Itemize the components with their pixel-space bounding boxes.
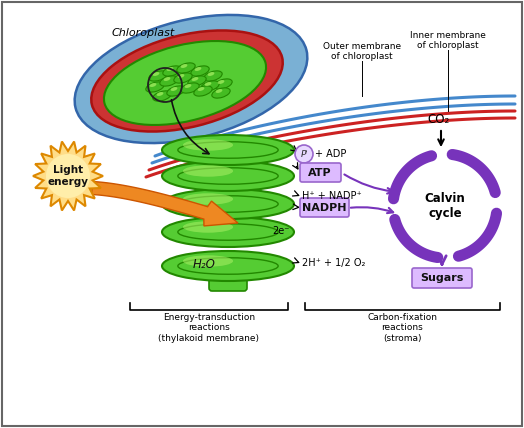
Text: Outer membrane
of chloroplast: Outer membrane of chloroplast (323, 42, 401, 61)
Text: Light
energy: Light energy (48, 165, 89, 187)
Ellipse shape (194, 86, 212, 96)
Ellipse shape (160, 76, 178, 86)
Text: Pᴵ: Pᴵ (300, 149, 308, 158)
Ellipse shape (167, 86, 185, 96)
Text: + ADP: + ADP (315, 149, 346, 159)
Ellipse shape (178, 74, 184, 78)
Ellipse shape (74, 15, 308, 143)
Ellipse shape (215, 89, 222, 93)
Ellipse shape (162, 161, 294, 191)
Ellipse shape (152, 72, 159, 76)
Ellipse shape (167, 67, 173, 71)
Ellipse shape (184, 84, 191, 88)
FancyBboxPatch shape (209, 263, 247, 291)
Ellipse shape (181, 64, 188, 68)
Text: ATP: ATP (308, 167, 332, 178)
FancyBboxPatch shape (300, 163, 341, 182)
Ellipse shape (162, 189, 294, 219)
Ellipse shape (104, 41, 266, 125)
Text: Inner membrane
of chloroplast: Inner membrane of chloroplast (410, 30, 486, 50)
Ellipse shape (162, 251, 294, 281)
Ellipse shape (217, 80, 224, 84)
Ellipse shape (204, 82, 211, 86)
Ellipse shape (188, 76, 206, 86)
Ellipse shape (183, 193, 233, 205)
Text: 2H⁺ + 1/2 O₂: 2H⁺ + 1/2 O₂ (302, 258, 365, 268)
Ellipse shape (194, 67, 201, 71)
Ellipse shape (174, 73, 192, 83)
Text: Carbon-fixation
reactions
(stroma): Carbon-fixation reactions (stroma) (367, 313, 438, 343)
Ellipse shape (91, 30, 283, 131)
Ellipse shape (183, 139, 233, 151)
Ellipse shape (198, 87, 204, 91)
Text: Sugars: Sugars (420, 273, 464, 283)
Ellipse shape (177, 63, 195, 73)
Circle shape (402, 163, 488, 249)
Ellipse shape (208, 72, 214, 76)
Text: Energy-transduction
reactions
(thylakoid membrane): Energy-transduction reactions (thylakoid… (158, 313, 259, 343)
Polygon shape (92, 181, 238, 226)
Circle shape (46, 154, 90, 198)
Ellipse shape (157, 92, 163, 96)
Text: CO₂: CO₂ (428, 113, 450, 126)
Ellipse shape (183, 255, 233, 267)
Ellipse shape (214, 79, 232, 89)
Ellipse shape (162, 135, 294, 165)
Text: H₂O: H₂O (192, 258, 215, 270)
Ellipse shape (146, 82, 164, 92)
Ellipse shape (171, 87, 178, 91)
FancyBboxPatch shape (300, 198, 349, 217)
Circle shape (295, 145, 313, 163)
Ellipse shape (204, 71, 222, 81)
Ellipse shape (163, 77, 170, 81)
Text: Chloroplast: Chloroplast (112, 28, 174, 38)
Text: 2e⁻: 2e⁻ (272, 226, 289, 236)
Ellipse shape (149, 71, 167, 81)
Ellipse shape (153, 91, 171, 101)
Polygon shape (33, 142, 103, 211)
Ellipse shape (183, 165, 233, 177)
Ellipse shape (181, 83, 199, 93)
Ellipse shape (163, 66, 181, 76)
FancyBboxPatch shape (412, 268, 472, 288)
Text: NADPH: NADPH (302, 202, 346, 212)
Text: H⁺ + NADP⁺: H⁺ + NADP⁺ (302, 191, 362, 201)
Text: Calvin
cycle: Calvin cycle (424, 192, 465, 220)
Ellipse shape (162, 217, 294, 247)
Ellipse shape (201, 81, 219, 91)
Ellipse shape (150, 83, 156, 87)
Ellipse shape (192, 77, 199, 81)
Ellipse shape (191, 66, 209, 76)
Ellipse shape (212, 88, 230, 98)
Ellipse shape (183, 221, 233, 233)
